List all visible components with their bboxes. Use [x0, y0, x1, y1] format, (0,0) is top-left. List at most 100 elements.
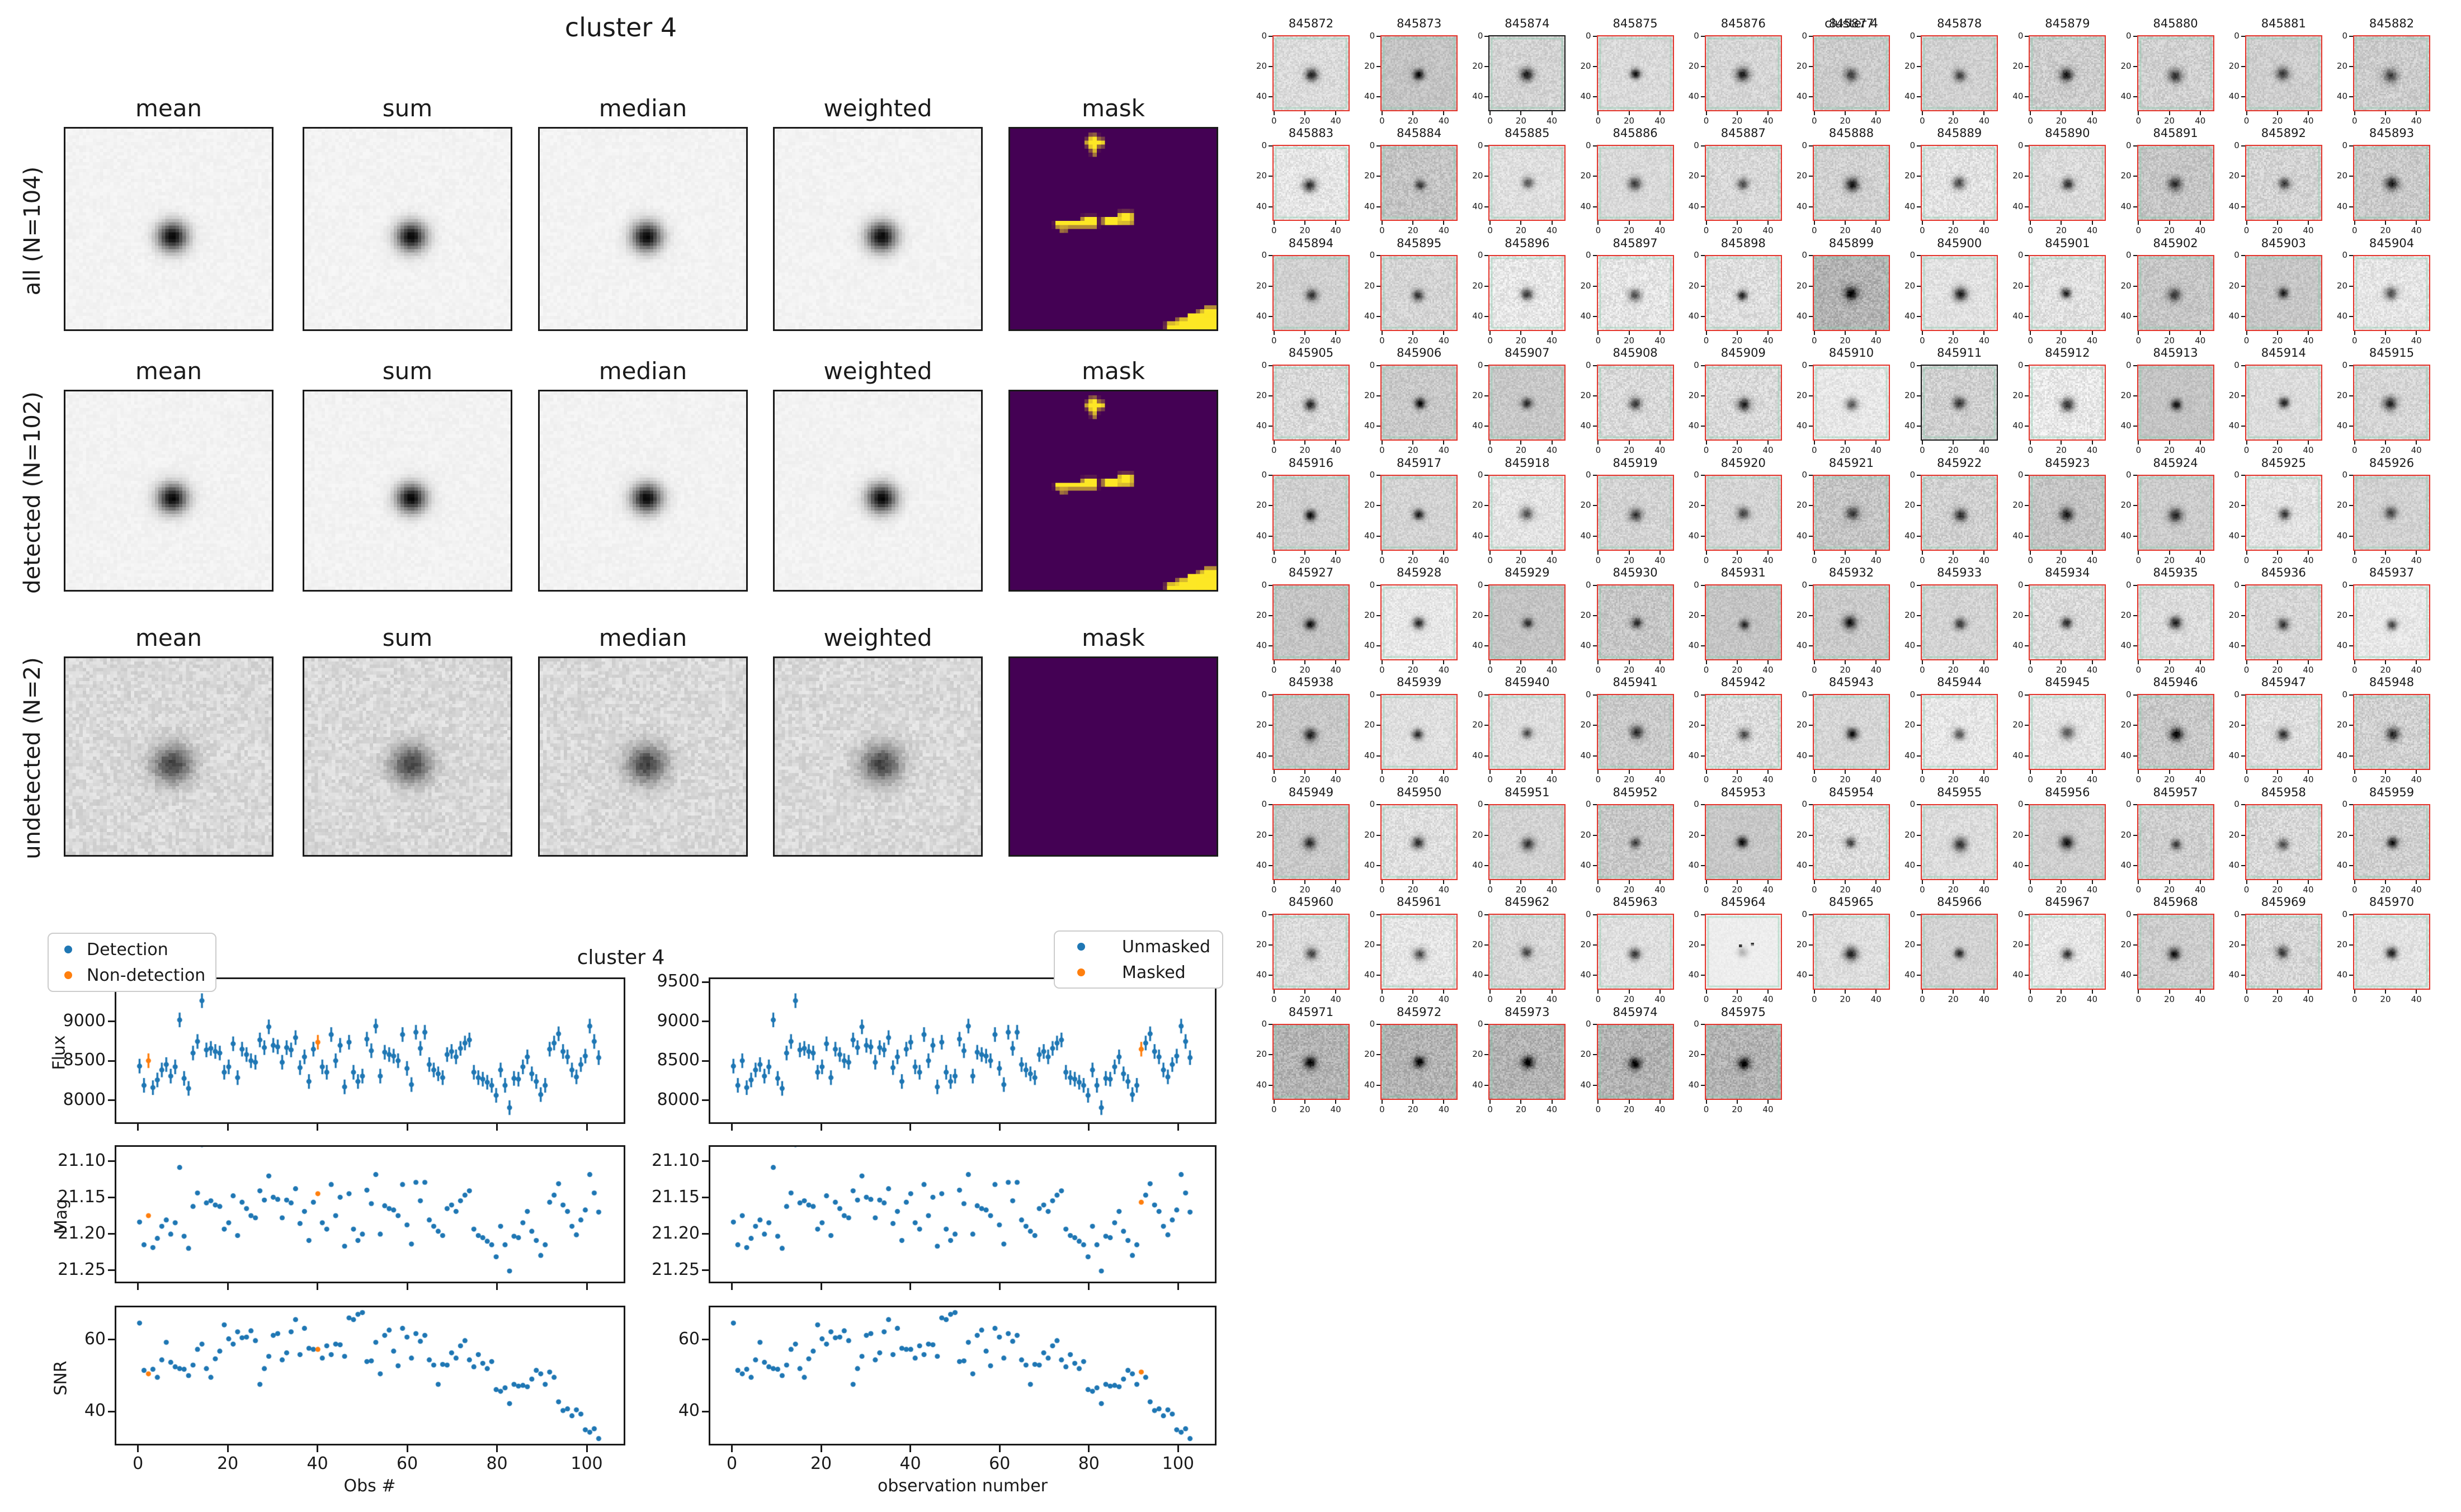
- stamp-y-tick-label: 20: [1472, 609, 1483, 620]
- stamp-x-tick-mark: [2138, 221, 2139, 225]
- stamp-x-tick-mark: [1983, 111, 1985, 115]
- stamp-x-tick-label: 20: [1624, 774, 1635, 785]
- stamp-grid-suptitle: cluster 4: [1824, 17, 1878, 31]
- stamp-y-tick-mark: [1592, 1024, 1597, 1026]
- stamp-x-tick-mark: [1489, 330, 1491, 335]
- stamp-x-tick-mark: [2354, 660, 2355, 664]
- stamp-x-tick-mark: [2091, 330, 2093, 335]
- stamp-x-tick-label: 0: [2243, 225, 2250, 236]
- plot-canvas: [710, 1147, 1215, 1282]
- stamp-y-tick-mark: [2025, 804, 2029, 806]
- x-tick-mark: [406, 1283, 408, 1290]
- stamp-x-tick-mark: [1767, 221, 1769, 225]
- stamp-y-tick-mark: [1484, 804, 1489, 806]
- stamp-image: [1922, 475, 1997, 550]
- stamp-id-label: 845890: [2045, 126, 2090, 140]
- stamp-y-tick-label: 0: [1910, 799, 1916, 810]
- stamp-y-tick-label: 0: [2126, 909, 2132, 919]
- stamp-image: [2354, 36, 2429, 110]
- stamp-x-tick-label: 40: [1978, 335, 1989, 346]
- stamp-cell-845931: [1704, 584, 1782, 660]
- stamp-y-tick-label: 0: [1694, 30, 1699, 41]
- stamp-x-tick-label: 20: [1299, 445, 1310, 456]
- stamp-id-label: 845881: [2261, 17, 2306, 30]
- stamp-y-tick-label: 40: [1256, 859, 1267, 870]
- stamp-image: [1597, 475, 1673, 550]
- stamp-y-tick-mark: [1809, 426, 1813, 427]
- stamp-id-label: 845886: [1613, 126, 1658, 140]
- stamp-x-tick-mark: [1628, 111, 1630, 115]
- stamp-y-tick-label: 20: [1904, 390, 1916, 400]
- stamp-id-label: 845926: [2369, 456, 2415, 470]
- stamp-y-tick-label: 20: [1904, 720, 1916, 730]
- stamp-x-tick-mark: [1813, 770, 1815, 774]
- stamp-x-tick-label: 0: [1379, 884, 1385, 895]
- stamp-y-tick-mark: [1809, 645, 1813, 647]
- stamp-y-tick-label: 0: [2342, 799, 2347, 810]
- stamp-y-tick-label: 20: [1472, 60, 1483, 71]
- stamp-x-tick-label: 20: [2055, 445, 2067, 456]
- stamp-x-tick-label: 0: [1920, 335, 1925, 346]
- panel-column-header-mask: mask: [1082, 94, 1145, 122]
- stamp-x-tick-label: 20: [1732, 555, 1743, 565]
- stamp-cell-845880: [2137, 35, 2214, 111]
- stamp-y-tick-label: 0: [2017, 799, 2024, 810]
- stamp-x-tick-label: 0: [1271, 665, 1277, 675]
- stamp-y-tick-mark: [2349, 804, 2353, 806]
- x-tick-mark: [137, 1445, 139, 1452]
- stamp-y-tick-label: 0: [1261, 1019, 1267, 1029]
- stamp-x-tick-label: 0: [1595, 774, 1601, 785]
- stamp-x-tick-mark: [1983, 660, 1985, 664]
- stamp-y-tick-mark: [1269, 206, 1272, 207]
- stamp-y-tick-mark: [2025, 615, 2029, 616]
- stamp-x-tick-mark: [1659, 660, 1661, 664]
- stamp-y-tick-mark: [1269, 755, 1272, 757]
- stamp-cell-845933: [1921, 584, 1998, 660]
- stamp-x-tick-mark: [2276, 770, 2278, 774]
- stamp-x-tick-mark: [1273, 441, 1275, 445]
- stamp-id-label: 845905: [1288, 346, 1334, 360]
- stamp-x-tick-mark: [1736, 330, 1738, 335]
- stamp-x-tick-label: 40: [2195, 445, 2206, 456]
- stamp-id-label: 845898: [1720, 236, 1766, 250]
- stamp-y-tick-mark: [2133, 206, 2137, 207]
- stamp-x-tick-mark: [2416, 660, 2417, 664]
- stamp-y-tick-mark: [1376, 834, 1381, 836]
- stamp-x-tick-mark: [1597, 990, 1599, 994]
- stamp-x-tick-mark: [2416, 221, 2417, 225]
- stamp-y-tick-mark: [2133, 584, 2137, 586]
- stamp-x-tick-mark: [1813, 111, 1815, 115]
- stamp-y-tick-mark: [2025, 426, 2029, 427]
- stamp-x-tick-mark: [1304, 1099, 1305, 1104]
- stamp-id-label: 845909: [1720, 346, 1766, 360]
- stamp-y-tick-mark: [2133, 615, 2137, 616]
- stamp-y-tick-mark: [1809, 755, 1813, 757]
- stamp-image: [1597, 146, 1673, 220]
- stamp-image: [1489, 146, 1565, 220]
- stamp-id-label: 845951: [1505, 785, 1550, 799]
- stamp-x-tick-mark: [1551, 660, 1553, 664]
- stamp-y-tick-mark: [1484, 864, 1489, 866]
- stamp-y-tick-mark: [1376, 694, 1381, 696]
- stamp-y-tick-label: 40: [2336, 640, 2347, 651]
- stamp-cell-845914: [2245, 365, 2322, 441]
- stamp-x-tick-label: 40: [1330, 225, 1341, 236]
- stamp-cell-845886: [1596, 145, 1674, 221]
- panel-column-header-mean: mean: [135, 357, 202, 385]
- stamp-y-tick-mark: [1269, 1054, 1272, 1056]
- stamp-x-tick-label: 20: [1515, 665, 1526, 675]
- stamp-x-tick-mark: [1628, 770, 1630, 774]
- stamp-y-tick-label: 0: [1477, 579, 1483, 590]
- stamp-x-tick-mark: [1921, 330, 1923, 335]
- stamp-y-tick-mark: [2241, 584, 2245, 586]
- row-label-detected: detected (N=102): [20, 391, 45, 594]
- stamp-image: [1489, 805, 1565, 879]
- stamp-image: [1274, 256, 1349, 330]
- stamp-x-tick-mark: [1844, 330, 1846, 335]
- stamp-x-tick-mark: [1489, 1099, 1491, 1104]
- stamp-x-tick-label: 20: [1732, 445, 1743, 456]
- y-tick-mark: [702, 1060, 709, 1062]
- stamp-x-tick-mark: [2384, 550, 2386, 555]
- stamp-y-tick-label: 40: [2228, 970, 2240, 980]
- stamp-x-tick-label: 0: [1271, 994, 1277, 1005]
